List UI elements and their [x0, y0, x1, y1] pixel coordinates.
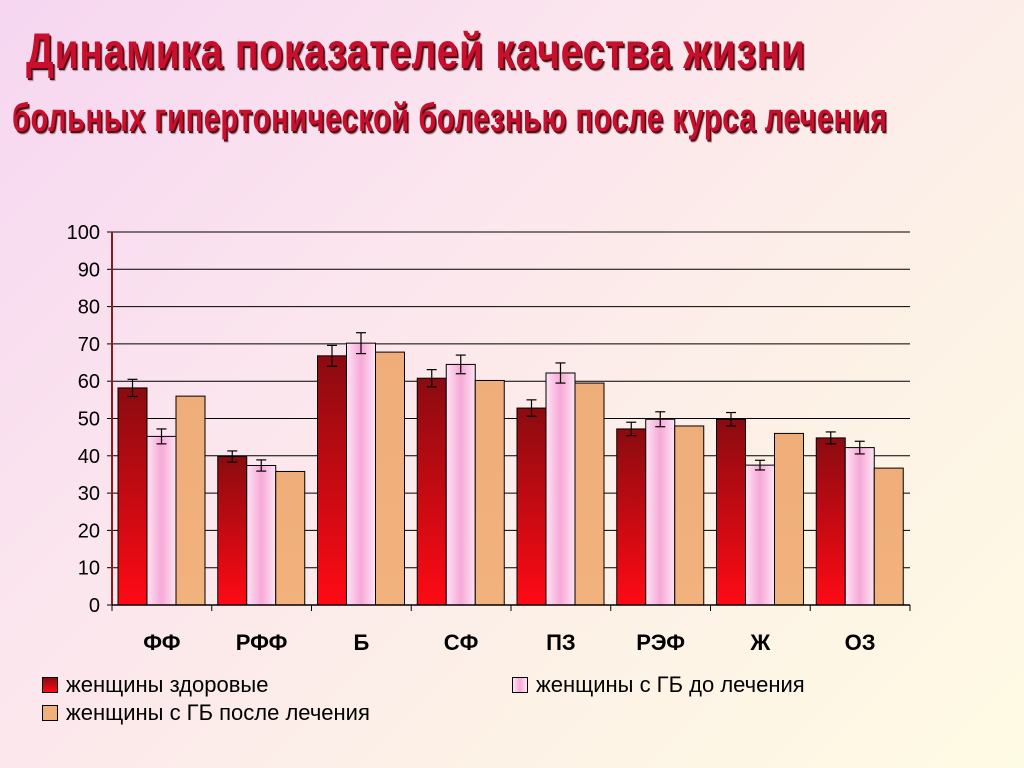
bar [375, 351, 405, 606]
y-tick-label: 0 [89, 595, 100, 617]
bar [516, 407, 547, 606]
legend-swatch-after [42, 705, 58, 721]
bar [346, 342, 376, 606]
bar [416, 377, 447, 606]
bar [317, 355, 347, 606]
y-tick-label: 40 [78, 446, 100, 468]
legend-item-healthy: женщины здоровые [42, 672, 268, 698]
x-tick-label: РЭФ [636, 630, 685, 655]
legend-swatch-before [512, 677, 528, 693]
bar [815, 437, 846, 606]
legend-label-before: женщины с ГБ до лечения [536, 672, 805, 697]
x-tick-label: ФФ [143, 630, 180, 655]
bar [246, 464, 277, 606]
x-tick-label: Ж [749, 630, 770, 655]
y-tick-label: 60 [78, 371, 100, 393]
bar [175, 395, 206, 606]
bar [217, 456, 248, 606]
bar [716, 418, 746, 606]
y-tick-label: 80 [78, 297, 100, 319]
bar [616, 428, 647, 606]
legend-label-after: женщины с ГБ после лечения [66, 700, 370, 725]
y-tick-label: 100 [67, 222, 100, 244]
y-tick-label: 90 [78, 259, 100, 281]
x-tick-label: ОЗ [845, 630, 876, 655]
x-axis: ФФ РФФ Б СФ ПЗ РЭФ Ж ОЗ [111, 604, 911, 655]
x-tick-label: СФ [444, 630, 479, 655]
slide-title-line-1: Динамика показателей качества жизни [26, 23, 806, 79]
x-tick-label: РФФ [236, 630, 288, 655]
bar [645, 418, 676, 606]
bar [844, 447, 875, 606]
bar [873, 467, 904, 606]
legend-label-healthy: женщины здоровые [66, 672, 269, 697]
y-tick-label: 50 [78, 409, 100, 431]
y-tick-label: 10 [78, 558, 100, 580]
bar [745, 464, 775, 606]
bar [117, 387, 148, 606]
legend-item-after: женщины с ГБ после лечения [42, 700, 370, 726]
bar [474, 379, 505, 606]
bar [774, 432, 804, 606]
x-tick-label: Б [353, 630, 369, 655]
bar [146, 435, 177, 606]
bar [275, 470, 306, 606]
y-tick-label: 70 [78, 334, 100, 356]
bar [445, 363, 476, 606]
y-tick-label: 20 [78, 520, 100, 542]
bars [117, 332, 904, 606]
x-tick-label: ПЗ [546, 630, 576, 655]
legend-swatch-healthy [42, 677, 58, 693]
legend-item-before: женщины с ГБ до лечения [512, 672, 805, 698]
bar [674, 425, 705, 606]
slide-title-line-2: больных гипертонической болезнью после к… [12, 96, 888, 140]
y-axis: 0 10 20 30 40 50 60 70 80 90 100 [67, 222, 113, 617]
bar [574, 382, 605, 606]
y-tick-label: 30 [78, 483, 100, 505]
bar [545, 372, 576, 606]
